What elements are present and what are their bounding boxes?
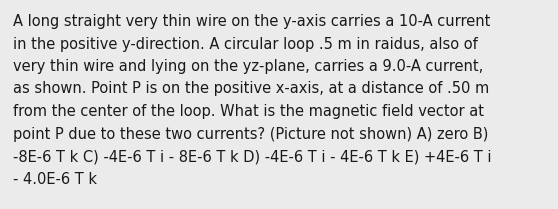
Text: in the positive y-direction. A circular loop .5 m in raidus, also of: in the positive y-direction. A circular … — [13, 37, 478, 51]
Text: - 4.0E-6 T k: - 4.0E-6 T k — [13, 172, 97, 186]
Text: point P due to these two currents? (Picture not shown) A) zero B): point P due to these two currents? (Pict… — [13, 126, 488, 141]
Text: from the center of the loop. What is the magnetic field vector at: from the center of the loop. What is the… — [13, 104, 484, 119]
Text: as shown. Point P is on the positive x-axis, at a distance of .50 m: as shown. Point P is on the positive x-a… — [13, 82, 489, 97]
Text: -8E-6 T k C) -4E-6 T i - 8E-6 T k D) -4E-6 T i - 4E-6 T k E) +4E-6 T i: -8E-6 T k C) -4E-6 T i - 8E-6 T k D) -4E… — [13, 149, 492, 164]
Text: very thin wire and lying on the yz-plane, carries a 9.0-A current,: very thin wire and lying on the yz-plane… — [13, 59, 483, 74]
Text: A long straight very thin wire on the y-axis carries a 10-A current: A long straight very thin wire on the y-… — [13, 14, 490, 29]
